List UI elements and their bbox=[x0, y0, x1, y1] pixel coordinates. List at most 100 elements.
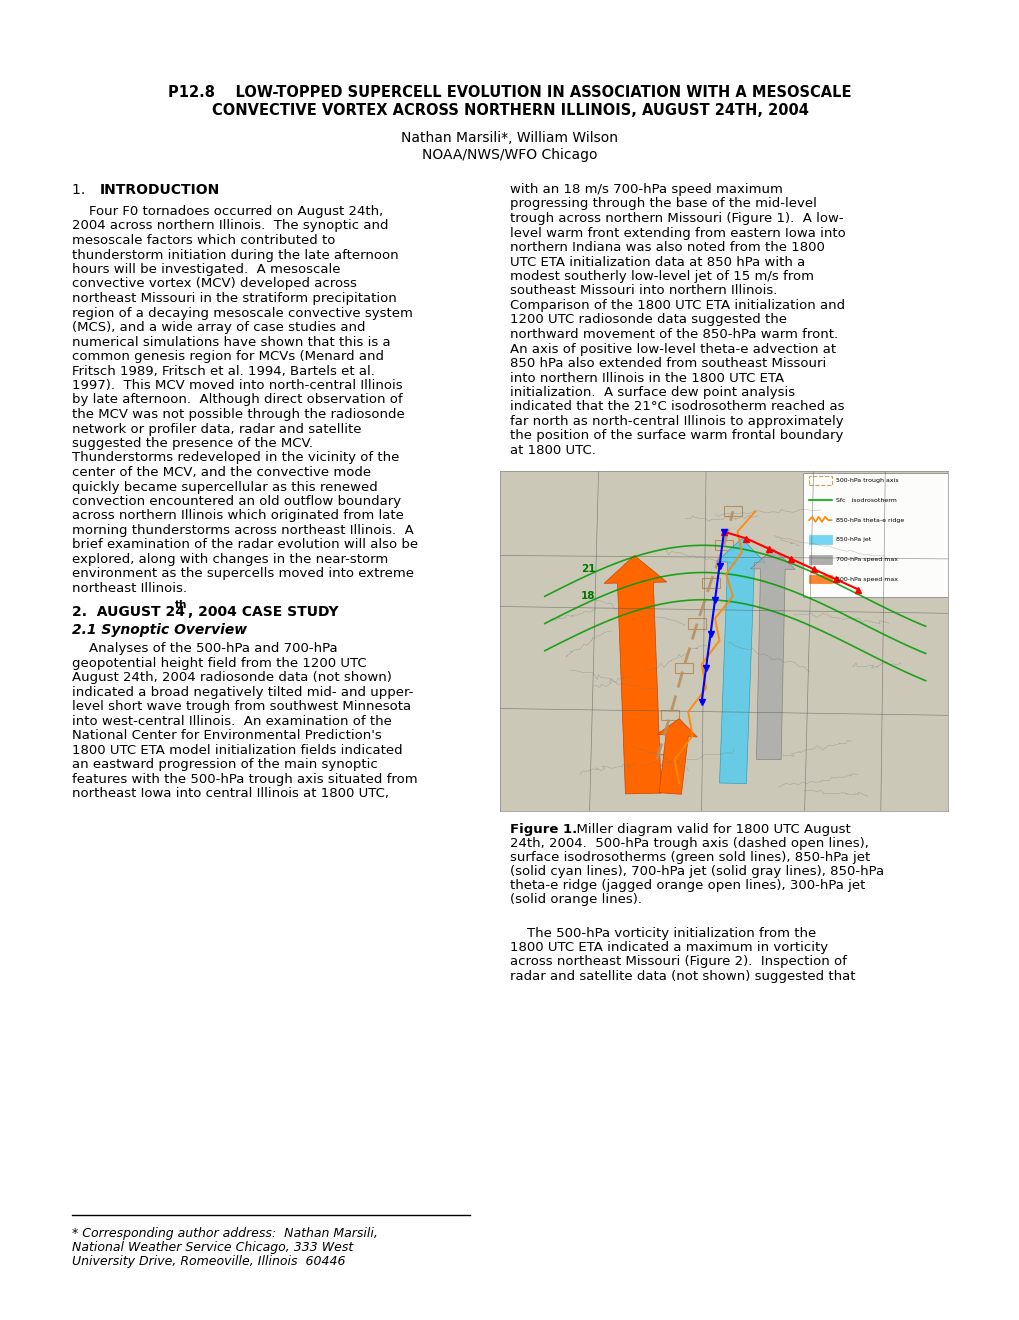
Text: 2.  AUGUST 24: 2. AUGUST 24 bbox=[72, 605, 184, 619]
Text: with an 18 m/s 700-hPa speed maximum: with an 18 m/s 700-hPa speed maximum bbox=[510, 183, 783, 195]
Text: northeast Iowa into central Illinois at 1800 UTC,: northeast Iowa into central Illinois at … bbox=[72, 787, 388, 800]
Bar bbox=[701, 578, 718, 587]
Text: common genesis region for MCVs (Menard and: common genesis region for MCVs (Menard a… bbox=[72, 350, 383, 363]
Text: August 24th, 2004 radiosonde data (not shown): August 24th, 2004 radiosonde data (not s… bbox=[72, 671, 391, 684]
Text: northward movement of the 850-hPa warm front.: northward movement of the 850-hPa warm f… bbox=[510, 327, 838, 341]
Text: initialization.  A surface dew point analysis: initialization. A surface dew point anal… bbox=[510, 385, 795, 399]
Text: radar and satellite data (not shown) suggested that: radar and satellite data (not shown) sug… bbox=[510, 970, 855, 983]
Text: Analyses of the 500-hPa and 700-hPa: Analyses of the 500-hPa and 700-hPa bbox=[72, 643, 337, 655]
Bar bbox=[808, 536, 830, 544]
Text: network or profiler data, radar and satellite: network or profiler data, radar and sate… bbox=[72, 422, 361, 436]
Text: explored, along with changes in the near-storm: explored, along with changes in the near… bbox=[72, 553, 388, 566]
Text: 850 hPa also extended from southeast Missouri: 850 hPa also extended from southeast Mis… bbox=[510, 356, 825, 370]
Text: into northern Illinois in the 1800 UTC ETA: into northern Illinois in the 1800 UTC E… bbox=[510, 371, 784, 384]
Text: thunderstorm initiation during the late afternoon: thunderstorm initiation during the late … bbox=[72, 248, 398, 261]
Text: * Corresponding author address:  Nathan Marsili,: * Corresponding author address: Nathan M… bbox=[72, 1228, 377, 1239]
Text: convective vortex (MCV) developed across: convective vortex (MCV) developed across bbox=[72, 277, 357, 290]
Bar bbox=[660, 710, 679, 721]
FancyArrow shape bbox=[715, 539, 765, 784]
Text: Miller diagram valid for 1800 UTC August: Miller diagram valid for 1800 UTC August bbox=[568, 822, 850, 836]
Text: trough across northern Missouri (Figure 1).  A low-: trough across northern Missouri (Figure … bbox=[510, 213, 843, 224]
Text: 1.: 1. bbox=[72, 183, 94, 197]
Text: level warm front extending from eastern Iowa into: level warm front extending from eastern … bbox=[510, 227, 845, 239]
Text: University Drive, Romeoville, Illinois  60446: University Drive, Romeoville, Illinois 6… bbox=[72, 1255, 345, 1269]
Text: across northeast Missouri (Figure 2).  Inspection of: across northeast Missouri (Figure 2). In… bbox=[510, 956, 846, 969]
Text: 1997).  This MCV moved into north-central Illinois: 1997). This MCV moved into north-central… bbox=[72, 379, 403, 392]
Text: an eastward progression of the main synoptic: an eastward progression of the main syno… bbox=[72, 758, 377, 771]
Text: 850-hPa theta-e ridge: 850-hPa theta-e ridge bbox=[836, 517, 904, 523]
Text: morning thunderstorms across northeast Illinois.  A: morning thunderstorms across northeast I… bbox=[72, 524, 414, 537]
Text: 300-hPa speed max: 300-hPa speed max bbox=[836, 577, 897, 582]
Text: Comparison of the 1800 UTC ETA initialization and: Comparison of the 1800 UTC ETA initializ… bbox=[510, 300, 845, 312]
Text: convection encountered an old outflow boundary: convection encountered an old outflow bo… bbox=[72, 495, 400, 508]
Text: The 500-hPa vorticity initialization from the: The 500-hPa vorticity initialization fro… bbox=[510, 927, 815, 940]
Text: An axis of positive low-level theta-e advection at: An axis of positive low-level theta-e ad… bbox=[510, 342, 836, 355]
Text: level short wave trough from southwest Minnesota: level short wave trough from southwest M… bbox=[72, 700, 411, 713]
Text: INTRODUCTION: INTRODUCTION bbox=[100, 183, 220, 197]
Text: northeast Illinois.: northeast Illinois. bbox=[72, 582, 186, 595]
Text: th: th bbox=[175, 599, 187, 610]
Text: 850-hPa jet: 850-hPa jet bbox=[836, 537, 870, 543]
Text: 24th, 2004.  500-hPa trough axis (dashed open lines),: 24th, 2004. 500-hPa trough axis (dashed … bbox=[510, 837, 868, 850]
Text: CONVECTIVE VORTEX ACROSS NORTHERN ILLINOIS, AUGUST 24TH, 2004: CONVECTIVE VORTEX ACROSS NORTHERN ILLINO… bbox=[211, 103, 808, 117]
Text: Sfc   isodrosotherm: Sfc isodrosotherm bbox=[836, 498, 896, 503]
Text: 21: 21 bbox=[580, 564, 594, 574]
Text: CONVECTIVE VORTEX ACROSS NORTHERN ILLINOIS, AUGUST 24TH, 2004: CONVECTIVE VORTEX ACROSS NORTHERN ILLINO… bbox=[211, 103, 808, 117]
Text: (solid cyan lines), 700-hPa jet (solid gray lines), 850-hPa: (solid cyan lines), 700-hPa jet (solid g… bbox=[510, 865, 883, 878]
Text: Thunderstorms redeveloped in the vicinity of the: Thunderstorms redeveloped in the vicinit… bbox=[72, 451, 399, 465]
Text: Nathan Marsili*, William Wilson: Nathan Marsili*, William Wilson bbox=[401, 131, 618, 145]
Text: environment as the supercells moved into extreme: environment as the supercells moved into… bbox=[72, 568, 414, 581]
Text: 18: 18 bbox=[580, 591, 594, 601]
Text: 1800 UTC ETA model initialization fields indicated: 1800 UTC ETA model initialization fields… bbox=[72, 743, 403, 756]
Text: southeast Missouri into northern Illinois.: southeast Missouri into northern Illinoi… bbox=[510, 285, 776, 297]
Text: 2004 across northern Illinois.  The synoptic and: 2004 across northern Illinois. The synop… bbox=[72, 219, 388, 232]
Text: at 1800 UTC.: at 1800 UTC. bbox=[510, 444, 595, 457]
Text: National Weather Service Chicago, 333 West: National Weather Service Chicago, 333 We… bbox=[72, 1241, 353, 1254]
Text: hours will be investigated.  A mesoscale: hours will be investigated. A mesoscale bbox=[72, 263, 340, 276]
Bar bbox=[808, 556, 830, 564]
Text: UTC ETA initialization data at 850 hPa with a: UTC ETA initialization data at 850 hPa w… bbox=[510, 256, 804, 268]
Text: numerical simulations have shown that this is a: numerical simulations have shown that th… bbox=[72, 335, 390, 348]
Bar bbox=[647, 755, 665, 764]
Text: across northern Illinois which originated from late: across northern Illinois which originate… bbox=[72, 510, 404, 523]
Text: P12.8    LOW-TOPPED SUPERCELL EVOLUTION IN ASSOCIATION WITH A MESOSCALE: P12.8 LOW-TOPPED SUPERCELL EVOLUTION IN … bbox=[168, 84, 851, 100]
Text: (MCS), and a wide array of case studies and: (MCS), and a wide array of case studies … bbox=[72, 321, 365, 334]
Text: geopotential height field from the 1200 UTC: geopotential height field from the 1200 … bbox=[72, 657, 366, 669]
FancyArrow shape bbox=[656, 718, 697, 795]
Text: 500-hPa trough axis: 500-hPa trough axis bbox=[836, 478, 898, 483]
Text: indicated a broad negatively tilted mid- and upper-: indicated a broad negatively tilted mid-… bbox=[72, 685, 413, 698]
Text: Fritsch 1989, Fritsch et al. 1994, Bartels et al.: Fritsch 1989, Fritsch et al. 1994, Barte… bbox=[72, 364, 375, 378]
Text: 700-hPa speed max: 700-hPa speed max bbox=[836, 557, 897, 562]
Text: northeast Missouri in the stratiform precipitation: northeast Missouri in the stratiform pre… bbox=[72, 292, 396, 305]
Text: brief examination of the radar evolution will also be: brief examination of the radar evolution… bbox=[72, 539, 418, 552]
Text: surface isodrosotherms (green sold lines), 850-hPa jet: surface isodrosotherms (green sold lines… bbox=[510, 850, 869, 863]
Bar bbox=[808, 576, 830, 583]
Text: (solid orange lines).: (solid orange lines). bbox=[510, 892, 641, 906]
Text: theta-e ridge (jagged orange open lines), 300-hPa jet: theta-e ridge (jagged orange open lines)… bbox=[510, 879, 864, 891]
Text: quickly became supercellular as this renewed: quickly became supercellular as this ren… bbox=[72, 480, 377, 494]
Text: into west-central Illinois.  An examination of the: into west-central Illinois. An examinati… bbox=[72, 714, 391, 727]
Text: , 2004 CASE STUDY: , 2004 CASE STUDY bbox=[187, 605, 338, 619]
Text: progressing through the base of the mid-level: progressing through the base of the mid-… bbox=[510, 198, 816, 210]
Bar bbox=[674, 663, 692, 673]
Bar bbox=[688, 618, 705, 628]
Text: far north as north-central Illinois to approximately: far north as north-central Illinois to a… bbox=[510, 414, 843, 428]
Text: 1800 UTC ETA indicated a maximum in vorticity: 1800 UTC ETA indicated a maximum in vort… bbox=[510, 941, 827, 954]
Text: Four F0 tornadoes occurred on August 24th,: Four F0 tornadoes occurred on August 24t… bbox=[72, 205, 383, 218]
Text: 1200 UTC radiosonde data suggested the: 1200 UTC radiosonde data suggested the bbox=[510, 314, 787, 326]
Text: National Center for Environmental Prediction's: National Center for Environmental Predic… bbox=[72, 729, 381, 742]
FancyBboxPatch shape bbox=[803, 473, 949, 598]
FancyArrow shape bbox=[603, 556, 666, 793]
Text: features with the 500-hPa trough axis situated from: features with the 500-hPa trough axis si… bbox=[72, 772, 417, 785]
Text: 2.1 Synoptic Overview: 2.1 Synoptic Overview bbox=[72, 623, 247, 638]
Bar bbox=[714, 540, 733, 550]
Text: mesoscale factors which contributed to: mesoscale factors which contributed to bbox=[72, 234, 335, 247]
FancyArrow shape bbox=[750, 549, 795, 759]
Text: region of a decaying mesoscale convective system: region of a decaying mesoscale convectiv… bbox=[72, 306, 413, 319]
Bar bbox=[808, 477, 830, 484]
Bar bbox=[723, 506, 741, 516]
Text: the MCV was not possible through the radiosonde: the MCV was not possible through the rad… bbox=[72, 408, 405, 421]
Text: modest southerly low-level jet of 15 m/s from: modest southerly low-level jet of 15 m/s… bbox=[510, 271, 813, 282]
Text: suggested the presence of the MCV.: suggested the presence of the MCV. bbox=[72, 437, 313, 450]
Text: indicated that the 21°C isodrosotherm reached as: indicated that the 21°C isodrosotherm re… bbox=[510, 400, 844, 413]
